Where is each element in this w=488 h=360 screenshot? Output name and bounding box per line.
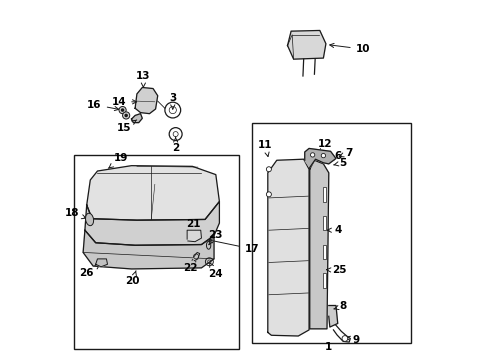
- Text: 4: 4: [326, 225, 342, 235]
- Polygon shape: [187, 230, 201, 242]
- Bar: [322, 273, 325, 288]
- Text: 25: 25: [326, 265, 346, 275]
- Text: 2: 2: [172, 137, 179, 153]
- Text: 20: 20: [125, 271, 140, 286]
- Text: 1: 1: [325, 342, 332, 352]
- Text: 7: 7: [339, 148, 351, 158]
- Text: 3: 3: [169, 93, 176, 109]
- Text: 10: 10: [329, 44, 369, 54]
- Circle shape: [310, 153, 314, 157]
- Text: 23: 23: [207, 230, 222, 245]
- Circle shape: [119, 107, 126, 114]
- Polygon shape: [193, 252, 199, 261]
- Circle shape: [266, 192, 271, 197]
- Circle shape: [321, 153, 325, 158]
- Text: 13: 13: [136, 71, 150, 87]
- Text: 9: 9: [345, 334, 359, 345]
- Circle shape: [266, 167, 271, 172]
- Polygon shape: [304, 148, 335, 167]
- Circle shape: [121, 109, 123, 111]
- Bar: [251, 123, 410, 343]
- Text: 18: 18: [64, 208, 86, 219]
- Ellipse shape: [85, 213, 93, 226]
- Bar: [74, 155, 239, 348]
- Circle shape: [122, 112, 129, 119]
- Polygon shape: [267, 159, 308, 336]
- Bar: [322, 216, 325, 230]
- Polygon shape: [96, 259, 107, 267]
- Polygon shape: [86, 166, 219, 220]
- Text: 24: 24: [207, 263, 222, 279]
- Polygon shape: [287, 31, 325, 59]
- Text: 8: 8: [333, 301, 346, 311]
- Text: 5: 5: [333, 158, 346, 168]
- Polygon shape: [83, 230, 214, 269]
- Text: 11: 11: [258, 140, 272, 157]
- Text: 12: 12: [317, 139, 332, 153]
- Text: 16: 16: [87, 100, 119, 111]
- Bar: [322, 244, 325, 259]
- Bar: [322, 187, 325, 202]
- Circle shape: [125, 114, 127, 117]
- Polygon shape: [309, 160, 328, 329]
- Polygon shape: [135, 87, 158, 114]
- Polygon shape: [85, 202, 219, 245]
- Polygon shape: [328, 306, 337, 327]
- Text: 22: 22: [183, 257, 198, 273]
- Circle shape: [341, 336, 347, 341]
- Text: 19: 19: [108, 153, 128, 168]
- Text: 26: 26: [79, 265, 99, 278]
- Text: 6: 6: [328, 151, 341, 161]
- Text: 14: 14: [111, 97, 136, 107]
- Text: 21: 21: [186, 219, 201, 235]
- Text: 17: 17: [208, 239, 259, 254]
- Text: 15: 15: [117, 120, 137, 133]
- Polygon shape: [131, 114, 142, 123]
